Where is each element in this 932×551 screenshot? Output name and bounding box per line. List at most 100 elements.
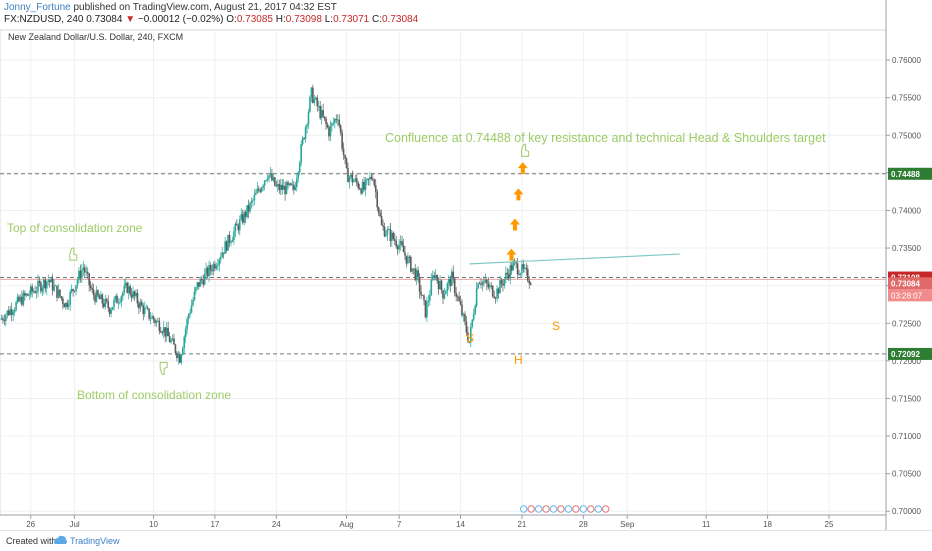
level-price-tag [888, 277, 932, 290]
candle-body [170, 340, 172, 343]
down-arrow-icon: ▼ [125, 14, 136, 25]
price-chart[interactable]: Confluence at 0.74488 of key resistance … [0, 0, 932, 530]
chart-header: Jonny_Fortune published on TradingView.c… [0, 0, 932, 28]
created-with-label: Created with [6, 536, 57, 546]
candle-body [524, 267, 526, 269]
candle-body [256, 188, 259, 193]
candle-body [272, 177, 275, 181]
candle-body [218, 259, 221, 266]
price-change: −0.00012 (−0.02%) [137, 14, 224, 25]
time-axis[interactable]: 26 Jul 10 17 24 Aug 7 14 21 28 Sep 11 18 25 [0, 514, 886, 529]
candle-body [122, 292, 124, 297]
candle-body [255, 192, 257, 195]
candle-body [10, 309, 13, 315]
candle-body [499, 280, 501, 294]
candle-body [240, 214, 243, 220]
candle-body [442, 290, 444, 299]
candle-body [129, 286, 131, 295]
low-value: 0.73071 [333, 14, 370, 25]
candle-body [393, 239, 396, 241]
candle-body [100, 294, 102, 300]
publish-line: Jonny_Fortune published on TradingView.c… [4, 2, 337, 13]
candle-body [281, 184, 283, 190]
candle-body [212, 263, 215, 272]
ohlc-line: FX:NZDUSD, 240 0.73084 ▼ −0.00012 (−0.02… [4, 14, 418, 25]
candle-body [38, 280, 41, 283]
candle-body [507, 274, 510, 279]
candle-body [28, 294, 31, 296]
candle-body [459, 301, 462, 305]
candle-body [165, 327, 168, 337]
candle-body [456, 296, 459, 298]
candle-body [493, 296, 495, 298]
level-price-label: 0.73084 [891, 279, 920, 288]
candle-body [227, 234, 229, 251]
candle-body [95, 290, 98, 302]
economic-event-icon [520, 505, 528, 513]
candle-body [67, 304, 70, 307]
economic-event-icon [564, 505, 573, 513]
candle-body [354, 178, 357, 181]
candle-body [350, 174, 352, 178]
candle-body [230, 242, 232, 243]
candle-body [334, 119, 336, 123]
symbol-label: FX:NZDUSD, 240 [4, 14, 84, 25]
author-link[interactable]: Jonny_Fortune [4, 2, 71, 13]
economic-event-icon [534, 505, 543, 513]
candle-body [290, 183, 292, 186]
low-label: L: [324, 14, 334, 25]
candle-body [168, 336, 171, 343]
candle-body [32, 291, 35, 292]
candle-body [151, 316, 153, 319]
candle-body [127, 286, 130, 293]
candle-body [113, 299, 115, 308]
top-zone-pointer-icon [69, 247, 78, 261]
candle-body [97, 290, 99, 296]
candle-body [179, 354, 181, 363]
target-arrow-icon [509, 218, 520, 231]
candle-body [60, 296, 63, 299]
candle-body [274, 177, 276, 186]
tradingview-logo-icon [54, 535, 67, 544]
candle-body [116, 295, 118, 304]
candle-body [382, 225, 384, 227]
candle-body [246, 205, 248, 218]
candle-body [433, 275, 436, 277]
candle-body [18, 296, 20, 302]
candle-body [423, 295, 425, 301]
candle-body [12, 312, 14, 315]
candle-body [157, 320, 159, 322]
candle-body [328, 127, 330, 137]
candle-body [13, 310, 16, 313]
candle-body [446, 283, 449, 291]
y-tick-label: 0.72500 [892, 319, 921, 328]
candle-body [376, 191, 379, 208]
candle-body [21, 296, 23, 305]
candle-body [160, 331, 162, 333]
candle-body [103, 303, 105, 307]
candle-body [279, 184, 282, 191]
candle-body [309, 96, 311, 112]
x-tick-label: 24 [272, 520, 281, 529]
y-tick-label: 0.74000 [892, 206, 921, 215]
candle-body [56, 285, 58, 298]
candle-body [162, 327, 165, 333]
candle-body [417, 270, 419, 277]
candle-body [361, 181, 364, 194]
candle-body [124, 282, 127, 286]
candle-body [335, 119, 338, 120]
bottom-zone-pointer-icon [159, 361, 168, 375]
published-text: published on TradingView.com, August 21,… [73, 2, 337, 13]
economic-event-icon [542, 505, 550, 513]
tradingview-brand[interactable]: TradingView [70, 536, 120, 546]
y-tick-label: 0.75000 [892, 131, 921, 140]
candle-body [22, 292, 25, 305]
candle-body [98, 295, 101, 300]
candle-body [483, 281, 485, 283]
candle-body [34, 291, 36, 293]
price-axis[interactable]: 0.760000.755000.750000.745000.740000.735… [885, 0, 932, 530]
open-label: O: [226, 14, 237, 25]
economic-event-icon [572, 505, 580, 513]
candle-body [431, 275, 434, 280]
candle-body [430, 279, 433, 296]
